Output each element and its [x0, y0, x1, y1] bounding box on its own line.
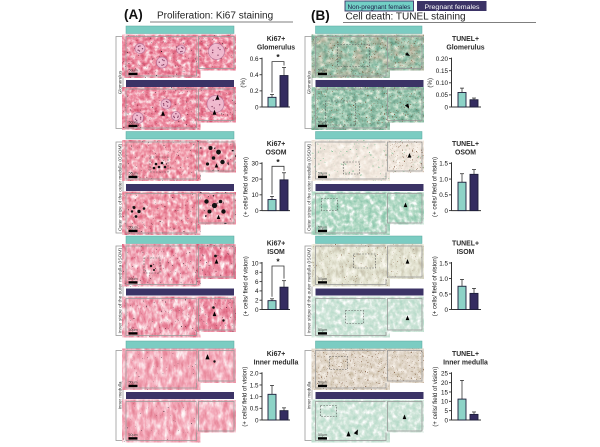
svg-text:Outer stripe of the outer medu: Outer stripe of the outer medulla (OSOM): [306, 144, 311, 231]
svg-text:(+ cells/ field of vision): (+ cells/ field of vision): [242, 367, 249, 427]
svg-text:0.10: 0.10: [436, 80, 449, 87]
svg-text:Inner medulla: Inner medulla: [254, 359, 299, 366]
svg-text:15: 15: [441, 389, 449, 396]
svg-text:TUNEL+: TUNEL+: [452, 351, 479, 358]
svg-text:OSOM: OSOM: [455, 149, 476, 156]
svg-text:50µm: 50µm: [129, 328, 138, 332]
svg-text:1.0: 1.0: [439, 276, 448, 283]
svg-text:Non-pregnant females: Non-pregnant females: [348, 4, 412, 11]
svg-text:0: 0: [444, 208, 448, 215]
svg-text:50µm: 50µm: [129, 277, 138, 281]
svg-text:1.5: 1.5: [439, 161, 448, 168]
svg-text:50µm: 50µm: [318, 328, 327, 332]
svg-text:Inner stripe of the outer medu: Inner stripe of the outer medulla (ISOM): [306, 248, 311, 334]
svg-text:(+ cells/ field of vision): (+ cells/ field of vision): [432, 367, 439, 427]
svg-text:(+ cells/ field of vision): (+ cells/ field of vision): [243, 157, 250, 217]
svg-text:20: 20: [441, 380, 449, 387]
svg-text:Ki67+: Ki67+: [267, 351, 286, 358]
svg-text:50µm: 50µm: [318, 277, 327, 281]
svg-text:50µm: 50µm: [129, 69, 138, 73]
svg-text:TUNEL+: TUNEL+: [452, 141, 479, 148]
svg-text:*: *: [276, 257, 280, 267]
svg-text:1.5: 1.5: [439, 260, 448, 267]
svg-text:(%): (%): [427, 78, 434, 88]
svg-text:Outer stripe of the outer medu: Outer stripe of the outer medulla (OSOM): [117, 144, 122, 231]
svg-text:0.5: 0.5: [439, 291, 448, 298]
svg-text:0: 0: [255, 208, 259, 215]
svg-text:(%): (%): [240, 78, 247, 88]
svg-text:Inner medulla: Inner medulla: [443, 359, 488, 366]
svg-text:0: 0: [255, 307, 259, 314]
svg-text:0: 0: [255, 104, 259, 111]
svg-text:10: 10: [251, 192, 259, 199]
svg-text:50µm: 50µm: [129, 433, 138, 437]
svg-text:30: 30: [251, 161, 259, 168]
svg-text:50µm: 50µm: [129, 121, 138, 125]
svg-text:Inner medulla: Inner medulla: [306, 381, 311, 409]
svg-text:Ki67+: Ki67+: [267, 141, 286, 148]
svg-text:ISOM: ISOM: [267, 249, 285, 256]
svg-text:(A): (A): [124, 7, 143, 22]
svg-text:*: *: [276, 52, 280, 62]
svg-text:50µm: 50µm: [318, 172, 327, 176]
svg-text:1.5: 1.5: [250, 382, 259, 389]
svg-text:50µm: 50µm: [318, 121, 327, 125]
svg-text:25: 25: [441, 371, 449, 378]
svg-text:Inner medulla: Inner medulla: [117, 381, 122, 409]
svg-text:0.05: 0.05: [436, 92, 449, 99]
svg-text:0.20: 0.20: [436, 56, 449, 63]
svg-text:Ki67+: Ki67+: [267, 241, 286, 248]
svg-text:Glomerulus: Glomerulus: [117, 70, 122, 94]
svg-text:Proliferation: Ki67 staining: Proliferation: Ki67 staining: [157, 11, 273, 22]
svg-text:50µm: 50µm: [129, 226, 138, 230]
svg-text:Ki67+: Ki67+: [267, 36, 286, 43]
svg-text:50µm: 50µm: [318, 433, 327, 437]
svg-text:0: 0: [255, 417, 259, 424]
svg-text:8: 8: [255, 270, 259, 277]
svg-text:(+ cells/ field of vision): (+ cells/ field of vision): [432, 256, 439, 316]
svg-text:0.5: 0.5: [439, 192, 448, 199]
svg-text:50µm: 50µm: [129, 172, 138, 176]
svg-text:Cell death: TUNEL staining: Cell death: TUNEL staining: [346, 12, 466, 23]
svg-text:1.0: 1.0: [439, 176, 448, 183]
svg-text:(+ cells/ field of vision): (+ cells/ field of vision): [432, 157, 439, 217]
svg-text:20: 20: [251, 176, 259, 183]
svg-text:50µm: 50µm: [318, 381, 327, 385]
svg-text:0: 0: [444, 104, 448, 111]
svg-text:Glomerulus: Glomerulus: [257, 45, 295, 52]
svg-text:ISOM: ISOM: [457, 249, 475, 256]
svg-text:10: 10: [251, 260, 259, 267]
svg-text:0.2: 0.2: [250, 88, 259, 95]
svg-text:(B): (B): [311, 8, 330, 23]
svg-text:0: 0: [444, 307, 448, 314]
svg-text:5: 5: [444, 408, 448, 415]
svg-text:Pregnant females: Pregnant females: [425, 4, 481, 11]
svg-text:50µm: 50µm: [129, 381, 138, 385]
svg-text:4: 4: [255, 288, 259, 295]
svg-text:0.5: 0.5: [250, 406, 259, 413]
svg-text:2: 2: [255, 298, 259, 305]
svg-text:*: *: [276, 157, 280, 167]
svg-text:0.6: 0.6: [250, 56, 259, 63]
svg-text:1.0: 1.0: [250, 394, 259, 401]
svg-text:0.4: 0.4: [250, 72, 259, 79]
svg-text:TUNEL+: TUNEL+: [452, 36, 479, 43]
svg-text:Glomerulus: Glomerulus: [306, 70, 311, 94]
svg-text:Inner stripe of the outer medu: Inner stripe of the outer medulla (ISOM): [117, 248, 122, 334]
svg-text:TUNEL+: TUNEL+: [452, 241, 479, 248]
svg-text:0: 0: [444, 417, 448, 424]
svg-text:(+ cells/ field of vision): (+ cells/ field of vision): [243, 256, 250, 316]
svg-text:2.0: 2.0: [250, 371, 259, 378]
svg-text:0.15: 0.15: [436, 68, 449, 75]
svg-text:Glomerulus: Glomerulus: [446, 45, 484, 52]
svg-text:50µm: 50µm: [318, 69, 327, 73]
svg-text:6: 6: [255, 279, 259, 286]
svg-text:OSOM: OSOM: [265, 149, 286, 156]
svg-text:50µm: 50µm: [318, 226, 327, 230]
svg-text:10: 10: [441, 399, 449, 406]
